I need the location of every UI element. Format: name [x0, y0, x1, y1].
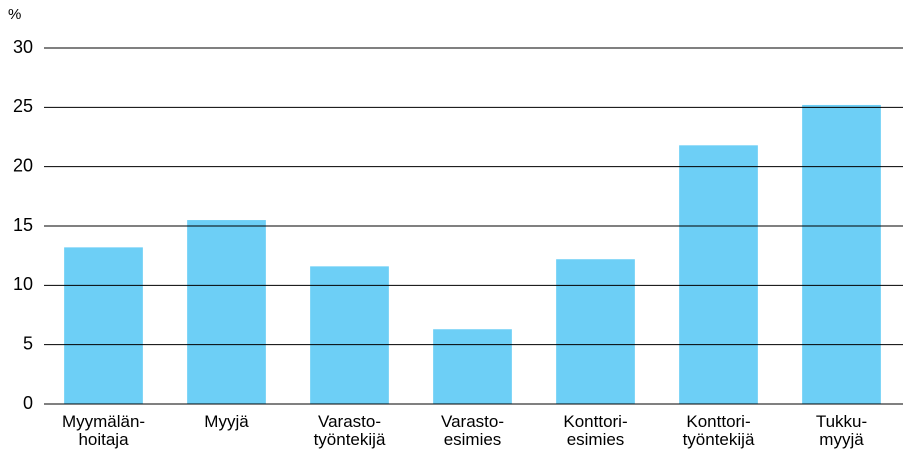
y-tick-label: 0	[23, 393, 33, 413]
bar	[433, 329, 512, 404]
x-tick-label: Konttori- esimies	[563, 412, 628, 449]
x-tick-label: Varasto- esimies	[441, 412, 504, 449]
y-tick-label: 10	[13, 274, 33, 294]
y-tick-label: 30	[13, 37, 33, 57]
bar	[802, 104, 881, 405]
x-tick-label: Varasto- työntekijä	[313, 412, 386, 449]
y-tick-label: 5	[23, 333, 33, 353]
y-tick-label: 20	[13, 155, 33, 175]
bar	[679, 145, 758, 404]
y-axis-label: %	[8, 6, 21, 23]
x-tick-label: Myymälän- hoitaja	[61, 412, 146, 449]
y-tick-label: 15	[13, 215, 33, 235]
bar	[64, 247, 143, 404]
bar	[556, 259, 635, 404]
bar	[310, 266, 389, 404]
y-tick-label: 25	[13, 96, 33, 116]
x-tick-label: Tukku- myyjä	[815, 412, 868, 449]
x-tick-label: Konttori- työntekijä	[682, 412, 755, 449]
x-tick-label: Myyjä	[204, 412, 249, 431]
bar	[187, 220, 266, 404]
